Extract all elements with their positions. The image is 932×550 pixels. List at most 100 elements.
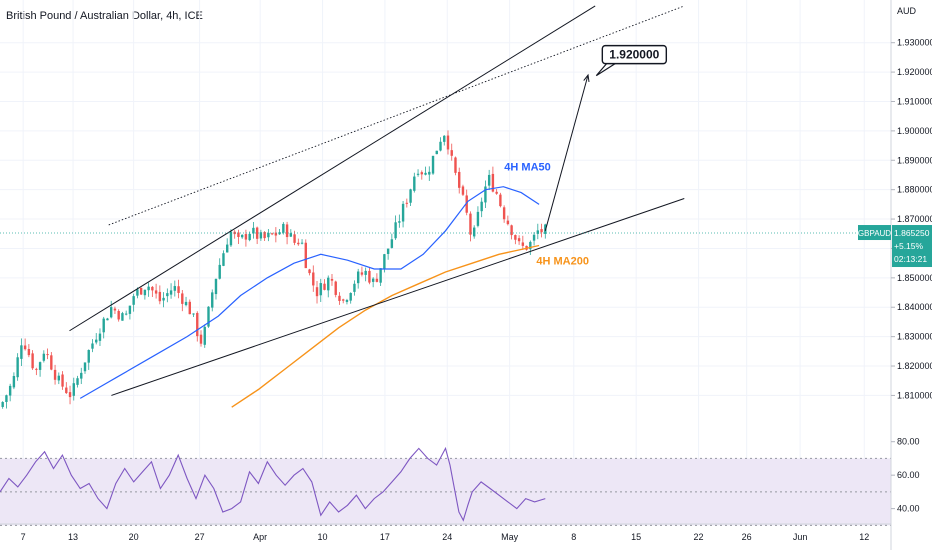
candle-body [95, 339, 98, 343]
price-axis: 1.930000 1.920000 1.910000 1.900000 1.890000… [858, 0, 932, 550]
candle-body [517, 238, 521, 242]
time-axis: 7 13 20 27 Apr 10 17 24 May 8 15 22 26 Jun 12 [0, 523, 891, 542]
candle-body [147, 286, 150, 291]
candle-body [169, 290, 173, 295]
target-callout-label: 1.920000 [609, 48, 659, 62]
candle-body [297, 242, 300, 245]
candle-body [203, 326, 206, 345]
symbol-badge-label: GBPAUD [858, 229, 891, 238]
candle-body [360, 272, 364, 275]
candle-body [50, 355, 53, 370]
candle-body [117, 310, 120, 320]
candle-body [35, 368, 38, 370]
candle-body [454, 157, 457, 173]
candle-body [420, 172, 423, 175]
candle-body [240, 234, 244, 238]
time-tick-label: 20 [129, 532, 139, 542]
candle-body [353, 283, 356, 292]
candle-body [386, 248, 390, 254]
channel-line [108, 5, 685, 226]
candle-body [506, 220, 510, 225]
candle-body [364, 270, 367, 275]
candle-body [106, 318, 109, 321]
candle-body [293, 234, 296, 243]
candle-body [300, 242, 304, 244]
candle-body [487, 174, 491, 186]
candle-body [143, 289, 147, 296]
candle-body [394, 222, 397, 239]
candle-body [484, 186, 487, 203]
candle-body [308, 269, 311, 274]
price-tick-label: 1.840000 [897, 302, 932, 312]
candle-body [109, 307, 113, 318]
candle-body [390, 239, 394, 248]
candle-body [532, 234, 536, 241]
candle-body [128, 305, 132, 314]
rsi-tick-label: 80.00 [897, 437, 920, 447]
candle-body [274, 232, 278, 236]
candle-body [514, 235, 517, 240]
candle-body [244, 234, 248, 240]
candle-body [323, 283, 326, 290]
candle-body [349, 293, 352, 301]
candle-body [46, 354, 49, 356]
candle-body [371, 278, 375, 282]
candle-body [270, 233, 274, 235]
candle-body [124, 313, 128, 315]
time-tick-label: 10 [318, 532, 328, 542]
candle-body [443, 135, 446, 142]
candle-body [255, 227, 259, 239]
candle-body [158, 291, 162, 302]
candle-body [263, 231, 266, 239]
price-tick-label: 1.830000 [897, 332, 932, 342]
price-tick-label: 1.900000 [897, 126, 932, 136]
candle-body [222, 253, 225, 266]
candle-body [229, 231, 233, 246]
candle-body [465, 195, 468, 213]
time-tick-label: Apr [253, 532, 267, 542]
target-callout-tail [595, 61, 619, 77]
ma200-label: 4H MA200 [536, 256, 589, 268]
candle-body [42, 353, 46, 361]
candle-body [199, 334, 203, 344]
candle-body [226, 244, 229, 253]
rsi-tick-label: 60.00 [897, 470, 920, 480]
candle-body [536, 230, 540, 234]
price-tick-label: 1.820000 [897, 361, 932, 371]
candle-body [139, 287, 143, 295]
candle-body [61, 374, 64, 387]
candle-body [304, 242, 307, 269]
candle-body [285, 224, 289, 238]
time-tick-label: 26 [742, 532, 752, 542]
candle-body [12, 375, 16, 388]
time-tick-label: 27 [195, 532, 205, 542]
candle-body [413, 176, 416, 191]
candle-body [87, 350, 90, 363]
candle-body [91, 343, 94, 349]
candle-body [379, 268, 382, 283]
candle-body [214, 278, 218, 295]
candle-body [98, 333, 102, 341]
grid [0, 0, 891, 524]
candle-body [207, 306, 210, 327]
candle-body [327, 277, 330, 291]
target-callout-box [601, 44, 668, 65]
candle-body [424, 172, 427, 175]
candle-body [20, 345, 23, 359]
candle-body [510, 225, 513, 236]
candle-body [196, 312, 199, 337]
candle-body [136, 289, 139, 296]
price-tick-label: 1.810000 [897, 390, 932, 400]
candle-body [476, 211, 480, 226]
price-tick-label: 1.910000 [897, 96, 932, 106]
candle-body [356, 271, 360, 284]
candle-body [540, 229, 543, 233]
ma200-line [231, 244, 540, 408]
candle-body [177, 286, 180, 293]
candle-body [173, 286, 177, 291]
candle-body [450, 150, 453, 156]
candle-body [491, 173, 495, 192]
candle-body [211, 292, 214, 308]
candle-body [267, 232, 270, 238]
